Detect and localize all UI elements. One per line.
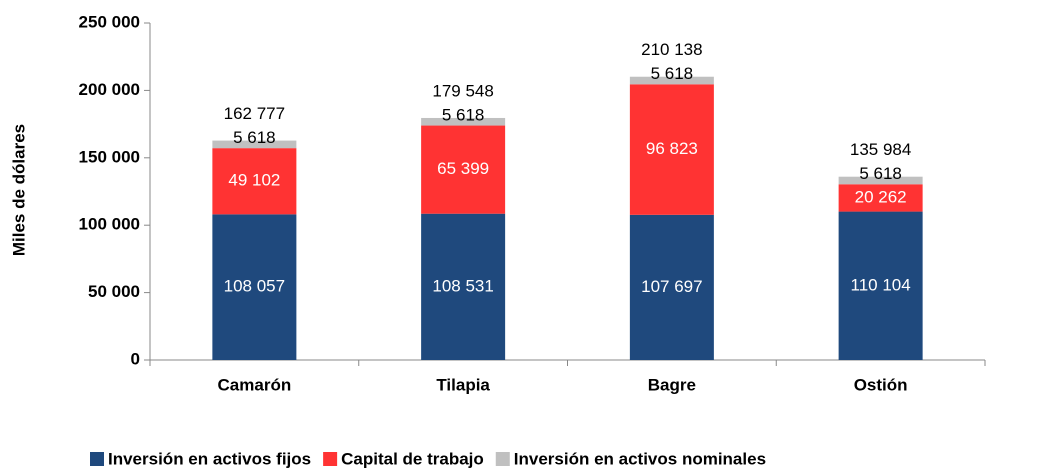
x-tick-label: Tilapia	[436, 375, 490, 394]
y-axis-label: Miles de dólares	[9, 124, 28, 256]
bar-segment	[629, 214, 714, 360]
y-tick-label: 250 000	[79, 12, 140, 31]
data-label: 107 697	[641, 277, 702, 296]
legend-label: Capital de trabajo	[341, 449, 484, 468]
data-label: 108 057	[224, 277, 285, 296]
data-label: 65 399	[437, 159, 489, 178]
data-label: 5 618	[859, 164, 902, 183]
bar-segment	[838, 211, 923, 360]
total-label: 210 138	[641, 40, 702, 59]
legend-swatch	[90, 452, 104, 466]
total-label: 135 984	[850, 140, 911, 159]
x-tick-label: Bagre	[648, 375, 696, 394]
bar-segment	[212, 214, 297, 360]
data-label: 108 531	[432, 276, 493, 295]
y-tick-label: 0	[131, 349, 140, 368]
y-tick-label: 150 000	[79, 147, 140, 166]
legend-swatch	[323, 452, 338, 466]
total-label: 162 777	[224, 104, 285, 123]
bar-segment	[421, 213, 506, 360]
data-label: 96 823	[646, 139, 698, 158]
total-label: 179 548	[432, 81, 493, 100]
bar-segment	[421, 125, 506, 214]
data-label: 49 102	[228, 171, 280, 190]
x-tick-label: Camarón	[218, 375, 292, 394]
bar-segment	[212, 140, 297, 149]
y-tick-label: 200 000	[79, 80, 140, 99]
y-tick-label: 50 000	[88, 282, 140, 301]
legend-label: Inversión en activos fijos	[108, 449, 311, 468]
bar-segment	[838, 184, 923, 212]
data-label: 5 618	[442, 105, 485, 124]
legend-swatch	[495, 452, 510, 466]
legend-label: Inversión en activos nominales	[514, 449, 766, 468]
data-label: 20 262	[855, 187, 907, 206]
data-label: 5 618	[651, 64, 694, 83]
y-tick-label: 100 000	[79, 215, 140, 234]
bar-segment	[421, 117, 506, 126]
bar-segment	[629, 84, 714, 215]
bar-segment	[212, 148, 297, 215]
bar-segment	[629, 76, 714, 85]
bar-segment	[838, 176, 923, 185]
data-label: 5 618	[233, 128, 276, 147]
x-tick-label: Ostión	[854, 375, 908, 394]
data-label: 110 104	[851, 275, 911, 294]
